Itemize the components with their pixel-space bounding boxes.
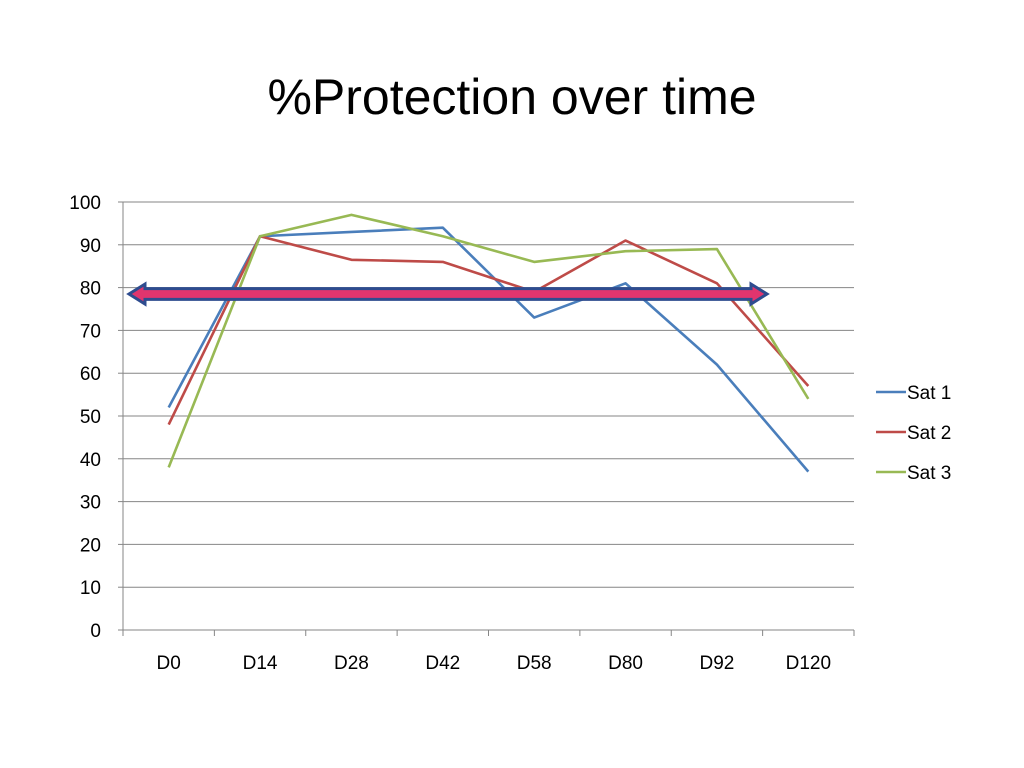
legend-label: Sat 2: [907, 423, 951, 444]
y-tick-label: 60: [80, 364, 101, 385]
chart-title: %Protection over time: [267, 69, 757, 125]
y-tick-label: 30: [80, 493, 101, 514]
x-tick-label: D58: [517, 653, 552, 674]
x-tick-label: D42: [425, 653, 460, 674]
x-tick-label: D120: [786, 653, 831, 674]
y-tick-label: 70: [80, 321, 101, 342]
legend-label: Sat 1: [907, 383, 951, 404]
y-tick-label: 40: [80, 450, 101, 471]
series-line: [167, 226, 810, 473]
y-tick-label: 20: [80, 535, 101, 556]
legend-label: Sat 3: [907, 463, 951, 484]
x-tick-label: D28: [334, 653, 369, 674]
x-tick-label: D80: [608, 653, 643, 674]
x-tick-label: D92: [700, 653, 735, 674]
series-line: [167, 234, 810, 426]
y-tick-label: 80: [80, 279, 101, 300]
series-line: [167, 213, 810, 468]
y-tick-label: 90: [80, 236, 101, 257]
x-tick-label: D14: [243, 653, 278, 674]
y-tick-label: 10: [80, 578, 101, 599]
y-tick-label: 0: [90, 621, 101, 642]
y-tick-label: 100: [69, 193, 101, 214]
double-arrow-annotation: [126, 281, 770, 307]
x-tick-label: D0: [157, 653, 181, 674]
y-tick-label: 50: [80, 407, 101, 428]
